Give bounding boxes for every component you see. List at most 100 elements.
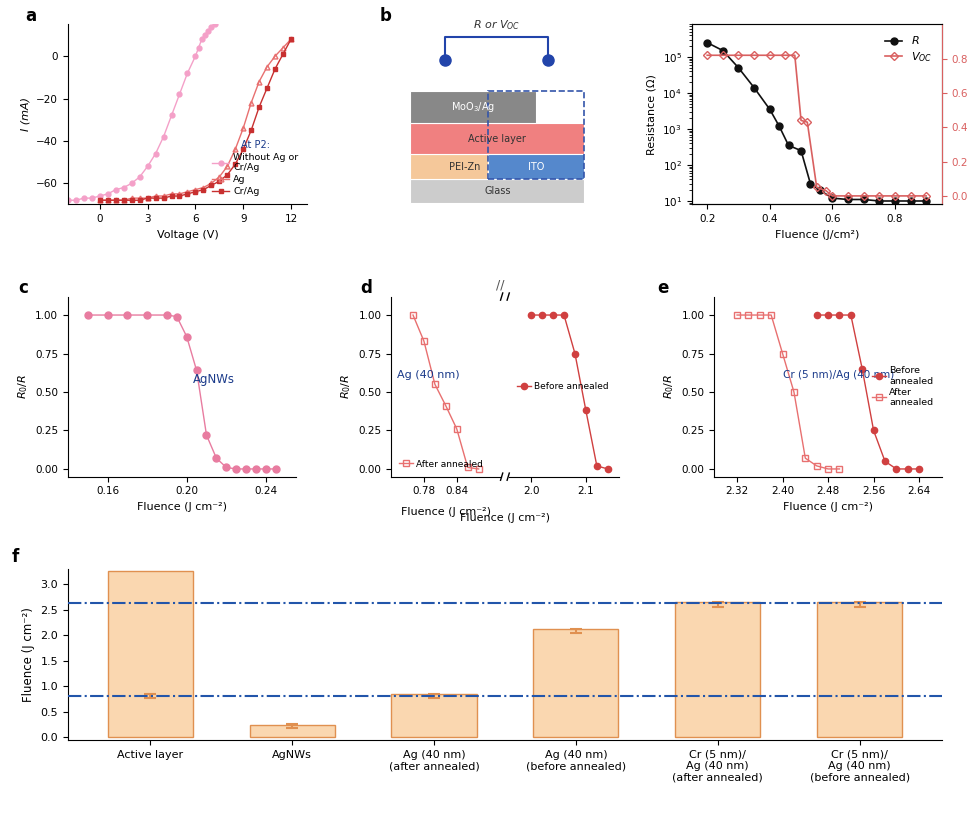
Text: Glass: Glass [485, 186, 511, 196]
Before annealed [558, 311, 570, 320]
Before
annealed [811, 311, 822, 320]
$V_{OC}$ [857, 191, 869, 201]
Y-axis label: $R_0/R$: $R_0/R$ [662, 374, 676, 399]
$V_{OC}$ [801, 117, 813, 127]
Y-axis label: $R_0/R$: $R_0/R$ [339, 374, 352, 399]
Bar [250, 724, 335, 737]
After
annealed [731, 311, 743, 320]
$R$ [889, 196, 901, 206]
$V_{OC}$ [842, 191, 854, 201]
After
annealed [811, 461, 822, 471]
$V_{OC}$ [764, 50, 776, 60]
$R$ [826, 193, 838, 203]
Cr/Ag [197, 185, 209, 194]
$R$ [733, 63, 745, 72]
Ag [150, 191, 161, 201]
Ag [237, 124, 249, 133]
Without Ag or
Cr/Ag [209, 20, 220, 29]
Bar [391, 694, 477, 737]
Line: $V_{OC}$: $V_{OC}$ [704, 52, 929, 199]
Cr/Ag [142, 193, 153, 203]
Y-axis label: I (mA): I (mA) [20, 98, 31, 132]
Cr/Ag [269, 64, 281, 74]
Without Ag or
Cr/Ag [182, 68, 193, 78]
Line: $R$: $R$ [704, 39, 929, 204]
$R$ [773, 121, 785, 131]
Cr/Ag [214, 176, 225, 186]
Text: e: e [657, 279, 669, 297]
Ag [166, 189, 178, 198]
Without Ag or
Cr/Ag [142, 162, 153, 172]
After
annealed [777, 349, 788, 359]
Line: Before
annealed: Before annealed [814, 312, 922, 472]
Without Ag or
Cr/Ag [166, 111, 178, 120]
X-axis label: Fluence (J/cm²): Fluence (J/cm²) [775, 230, 859, 240]
After annealed [419, 337, 430, 346]
X-axis label: Voltage (V): Voltage (V) [156, 230, 218, 240]
Text: MoO$_3$/Ag: MoO$_3$/Ag [452, 100, 495, 115]
Cr/Ag [253, 102, 265, 112]
Ag [134, 193, 146, 203]
Cr/Ag [150, 193, 161, 203]
Bar [410, 124, 585, 154]
Before
annealed [914, 464, 925, 474]
Ag [174, 189, 185, 198]
Cr/Ag [126, 195, 138, 205]
X-axis label: Fluence (J cm⁻²): Fluence (J cm⁻²) [137, 502, 227, 512]
Ag [182, 187, 193, 197]
Cr/Ag [221, 170, 233, 180]
Without Ag or
Cr/Ag [199, 30, 211, 40]
Without Ag or
Cr/Ag [206, 22, 218, 32]
Text: a: a [25, 7, 36, 24]
$R$ [857, 194, 869, 204]
Before annealed [591, 461, 603, 471]
Text: $R$ or $V_{OC}$: $R$ or $V_{OC}$ [473, 18, 520, 32]
After annealed [473, 464, 485, 474]
Line: Ag: Ag [97, 37, 293, 202]
Bar [410, 91, 536, 124]
Cr/Ag [134, 195, 146, 205]
Ag [253, 76, 265, 86]
Ag [189, 185, 201, 194]
After annealed [451, 424, 462, 434]
Cr/Ag [237, 145, 249, 154]
Bar [108, 572, 193, 737]
Text: c: c [17, 279, 28, 297]
Legend: $R$, $V_{OC}$: $R$, $V_{OC}$ [881, 30, 936, 68]
Before
annealed [868, 425, 880, 435]
Before annealed [525, 311, 537, 320]
Cr/Ag [94, 195, 106, 205]
Legend: Without Ag or
Cr/Ag, Ag, Cr/Ag: Without Ag or Cr/Ag, Ag, Cr/Ag [209, 137, 302, 200]
Without Ag or
Cr/Ag [134, 172, 146, 182]
Ag [229, 145, 241, 154]
$V_{OC}$ [889, 191, 901, 201]
Line: After annealed: After annealed [410, 312, 482, 472]
$V_{OC}$ [795, 115, 807, 125]
After
annealed [788, 387, 800, 397]
Legend: Before
annealed, After
annealed: Before annealed, After annealed [868, 363, 937, 411]
After annealed [440, 401, 452, 411]
Y-axis label: $R_0/R$: $R_0/R$ [16, 374, 29, 399]
Ag [94, 195, 106, 205]
Ag [261, 62, 273, 72]
$R$ [921, 196, 932, 206]
Bar [410, 180, 585, 202]
Ag [269, 51, 281, 61]
Legend: Before annealed: Before annealed [514, 379, 612, 395]
Cr/Ag [117, 195, 129, 205]
Y-axis label: Fluence (J cm⁻²): Fluence (J cm⁻²) [22, 606, 35, 702]
Before
annealed [834, 311, 846, 320]
After annealed [429, 380, 441, 389]
Line: Without Ag or
Cr/Ag: Without Ag or Cr/Ag [65, 22, 217, 202]
$R$ [717, 46, 728, 55]
Cr/Ag [229, 159, 241, 169]
Line: Cr/Ag: Cr/Ag [97, 37, 293, 202]
Without Ag or
Cr/Ag [110, 185, 121, 194]
Ag [142, 193, 153, 203]
Text: //: // [496, 278, 505, 291]
Cr/Ag [277, 49, 288, 59]
Without Ag or
Cr/Ag [193, 43, 205, 53]
Bar [487, 154, 585, 180]
Cr/Ag [166, 191, 178, 201]
Bar [675, 602, 760, 737]
